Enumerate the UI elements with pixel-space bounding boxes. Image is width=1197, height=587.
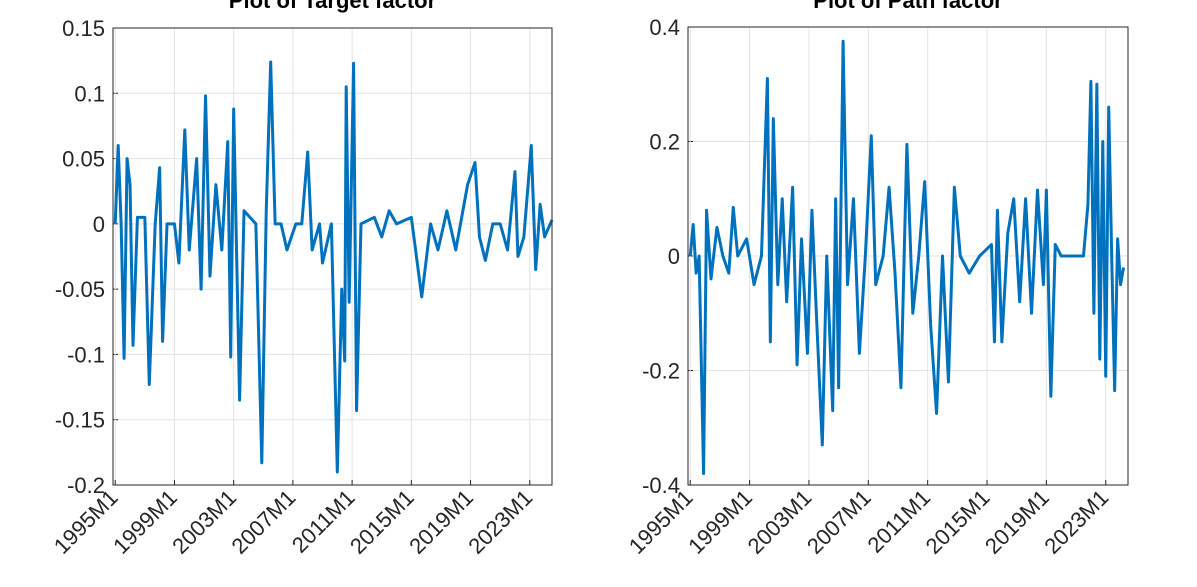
y-tick-label: 0.1: [74, 81, 105, 106]
x-tick-label: 1999M1: [683, 485, 757, 559]
x-tick-label: 2019M1: [404, 485, 478, 559]
x-tick-label: 2007M1: [802, 485, 876, 559]
axes-box: [112, 27, 553, 486]
x-tick-label: 2003M1: [167, 485, 241, 559]
x-tick-label: 2011M1: [862, 485, 935, 558]
x-tick-label: 2019M1: [980, 485, 1054, 559]
y-tick-label: -0.05: [55, 277, 105, 302]
chart-title: Plot of Path factor: [813, 0, 1003, 13]
data-line: [688, 39, 1126, 476]
x-tick-label: 2015M1: [345, 485, 419, 559]
y-tick-label: -0.2: [67, 473, 105, 498]
y-tick-label: -0.15: [55, 408, 105, 433]
y-tick-label: 0.4: [649, 15, 680, 40]
x-tick-label: 2015M1: [921, 485, 995, 559]
x-tick-label: 2003M1: [743, 485, 817, 559]
x-tick-label: 2011M1: [287, 485, 360, 558]
y-tick-label: 0: [93, 212, 105, 237]
y-tick-label: 0.15: [62, 16, 105, 41]
y-tick-label: -0.1: [67, 342, 105, 367]
y-tick-label: 0.05: [62, 147, 105, 172]
y-tick-label: -0.4: [642, 473, 680, 498]
x-tick-label: 2007M1: [227, 485, 301, 559]
data-line: [113, 60, 554, 474]
y-tick-label: 0: [668, 244, 680, 269]
x-tick-label: 2023M1: [463, 485, 537, 559]
y-tick-label: -0.2: [642, 359, 680, 384]
chart-title: Plot of Target factor: [229, 0, 437, 13]
y-tick-label: 0.2: [649, 130, 680, 155]
x-tick-label: 1999M1: [108, 485, 182, 559]
axes-box: [687, 26, 1129, 486]
x-tick-label: 2023M1: [1039, 485, 1113, 559]
